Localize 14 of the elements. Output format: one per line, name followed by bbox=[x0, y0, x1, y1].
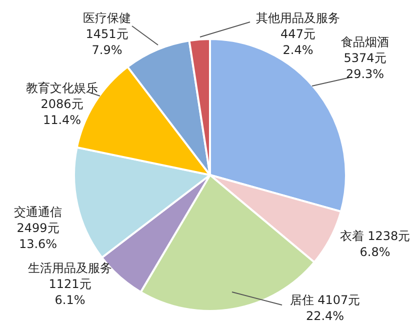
data-label: 1451元 7.9% bbox=[86, 27, 128, 57]
data-label: 5374元 29.3% bbox=[344, 51, 386, 81]
slice-label: 其他用品及服务 bbox=[256, 11, 340, 25]
slice-label: 医疗保健 bbox=[83, 11, 131, 25]
data-label: 1121元 6.1% bbox=[48, 277, 92, 307]
slice-label: 生活用品及服务 bbox=[28, 261, 112, 275]
slice-label: 食品烟酒 bbox=[341, 35, 389, 49]
data-label: 447元 2.4% bbox=[280, 27, 316, 57]
data-label: 2499元 13.6% bbox=[16, 221, 60, 251]
data-label: 2086元 11.4% bbox=[40, 97, 84, 127]
slice-label: 交通通信 bbox=[14, 205, 62, 219]
slice-label: 居住 4107元 22.4% bbox=[290, 293, 360, 323]
slice-label: 衣着 1238元 6.8% bbox=[340, 229, 410, 259]
slice-label: 教育文化娱乐 bbox=[26, 81, 98, 95]
